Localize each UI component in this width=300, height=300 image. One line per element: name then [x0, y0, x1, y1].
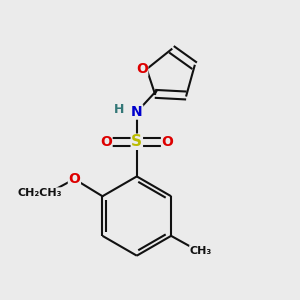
Text: H: H — [113, 103, 124, 116]
Text: O: O — [162, 135, 173, 149]
Text: O: O — [100, 135, 112, 149]
Text: N: N — [131, 105, 142, 119]
Text: O: O — [68, 172, 80, 186]
Text: CH₂CH₃: CH₂CH₃ — [17, 188, 62, 198]
Text: S: S — [131, 134, 142, 149]
Text: CH₃: CH₃ — [190, 246, 212, 256]
Text: O: O — [136, 62, 148, 76]
